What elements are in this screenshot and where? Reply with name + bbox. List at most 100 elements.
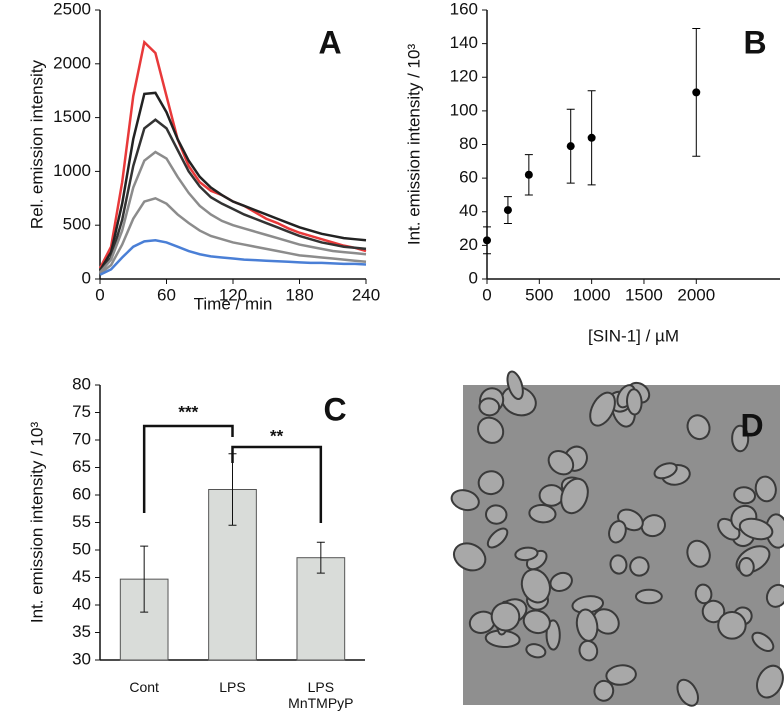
cell xyxy=(738,517,774,541)
cell xyxy=(756,664,784,699)
cell xyxy=(477,470,505,496)
cell xyxy=(640,514,666,538)
x-tick-label: 2000 xyxy=(677,285,715,304)
y-tick-label: 2500 xyxy=(53,0,91,18)
cell xyxy=(520,568,551,604)
annotation: ** xyxy=(270,426,284,445)
x-tick-label: LPS MnTMPyP xyxy=(288,679,354,711)
y-tick-label: 30 xyxy=(72,649,91,668)
cell xyxy=(560,477,589,515)
cell xyxy=(686,414,711,441)
cell xyxy=(452,542,487,572)
y-tick-label: 60 xyxy=(459,168,478,187)
y-tick-label: 75 xyxy=(72,402,91,421)
line xyxy=(99,150,367,274)
point xyxy=(503,206,512,215)
y-axis-label: Int. emission intensity / 10³ xyxy=(404,44,423,246)
cell xyxy=(477,416,505,444)
y-tick-label: 120 xyxy=(450,67,478,86)
y-tick-label: 0 xyxy=(82,268,91,287)
bracket xyxy=(231,445,323,523)
bracket xyxy=(142,424,234,513)
x-tick-label: 0 xyxy=(482,285,491,304)
bar xyxy=(296,557,346,661)
y-axis-label: Int. emission intensity / 10³ xyxy=(27,422,46,624)
x-tick-label: 500 xyxy=(525,285,553,304)
x-axis-label: [SIN-1] / µM xyxy=(588,326,679,345)
cell xyxy=(514,546,539,562)
x-tick-label: 240 xyxy=(352,285,380,304)
x-axis-label: Time / min xyxy=(194,294,273,313)
cell xyxy=(609,554,628,575)
line xyxy=(98,91,367,272)
cell xyxy=(608,520,627,544)
y-tick-label: 20 xyxy=(459,235,478,254)
y-tick-label: 1500 xyxy=(53,107,91,126)
cell xyxy=(490,601,521,632)
y-tick-label: 160 xyxy=(450,0,478,18)
y-tick-label: 45 xyxy=(72,567,91,586)
y-tick-label: 35 xyxy=(72,622,91,641)
cell xyxy=(545,619,561,651)
x-tick-label: 180 xyxy=(285,285,313,304)
x-tick-label: Cont xyxy=(129,679,159,695)
cell xyxy=(653,462,678,480)
cell xyxy=(589,391,616,427)
y-tick-label: 1000 xyxy=(53,161,91,180)
cell xyxy=(686,539,711,568)
cell xyxy=(478,397,501,417)
cell xyxy=(485,504,508,525)
y-tick-label: 0 xyxy=(469,268,478,287)
y-tick-label: 500 xyxy=(63,215,91,234)
y-tick-label: 60 xyxy=(72,484,91,503)
error-bar xyxy=(140,545,149,613)
cell xyxy=(525,643,547,659)
cell xyxy=(522,609,551,635)
cell xyxy=(547,449,575,476)
y-tick-label: 40 xyxy=(459,201,478,220)
y-tick-label: 55 xyxy=(72,512,91,531)
x-tick-label: LPS xyxy=(219,679,246,695)
cell xyxy=(765,583,784,608)
cell xyxy=(731,424,750,453)
cell xyxy=(578,639,599,662)
point xyxy=(692,88,701,97)
x-tick-label: 0 xyxy=(95,285,104,304)
cell xyxy=(593,679,615,702)
cell xyxy=(528,503,557,524)
cell xyxy=(738,557,755,577)
line xyxy=(99,118,367,273)
cell xyxy=(634,588,663,605)
point xyxy=(587,133,596,142)
x-tick-label: 120 xyxy=(219,285,247,304)
cell xyxy=(754,475,777,503)
line xyxy=(99,239,367,276)
cell xyxy=(538,484,565,507)
line xyxy=(99,196,367,275)
panel-label: D xyxy=(740,407,763,443)
cell xyxy=(605,664,637,686)
cell xyxy=(486,527,509,549)
y-tick-label: 80 xyxy=(72,374,91,393)
point xyxy=(483,236,491,245)
micrograph xyxy=(463,385,780,705)
y-tick-label: 80 xyxy=(459,134,478,153)
y-tick-label: 70 xyxy=(72,429,91,448)
y-tick-label: 140 xyxy=(450,33,478,52)
error-bar xyxy=(316,541,325,574)
cell xyxy=(629,556,650,577)
y-tick-label: 100 xyxy=(450,100,478,119)
panel-label: B xyxy=(743,24,766,60)
cell xyxy=(592,608,620,635)
y-tick-label: 2000 xyxy=(53,53,91,72)
annotation: *** xyxy=(178,402,198,421)
cell xyxy=(717,611,747,640)
point xyxy=(524,170,533,179)
x-tick-label: 1000 xyxy=(573,285,611,304)
cell xyxy=(626,388,643,416)
cell xyxy=(549,571,573,593)
y-tick-label: 50 xyxy=(72,539,91,558)
cell xyxy=(676,678,699,707)
